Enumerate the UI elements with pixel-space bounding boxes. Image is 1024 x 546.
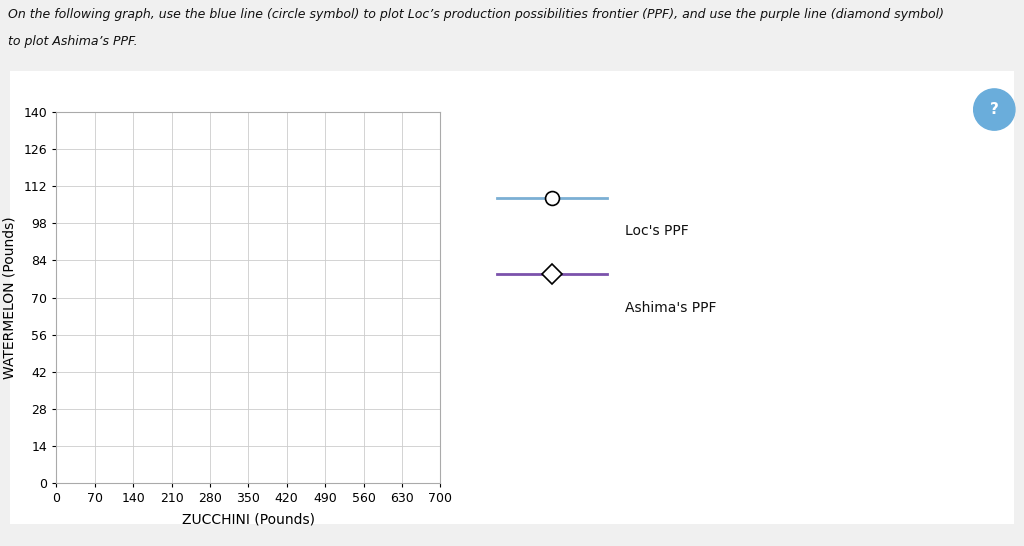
FancyBboxPatch shape	[2, 67, 1022, 528]
Text: ?: ?	[990, 102, 998, 117]
Y-axis label: WATERMELON (Pounds): WATERMELON (Pounds)	[3, 216, 16, 379]
X-axis label: ZUCCHINI (Pounds): ZUCCHINI (Pounds)	[182, 512, 314, 526]
Text: Ashima's PPF: Ashima's PPF	[625, 301, 716, 315]
Text: Loc's PPF: Loc's PPF	[625, 224, 688, 239]
Text: to plot Ashima’s PPF.: to plot Ashima’s PPF.	[8, 35, 138, 49]
Text: On the following graph, use the blue line (circle symbol) to plot Loc’s producti: On the following graph, use the blue lin…	[8, 8, 944, 21]
Circle shape	[974, 89, 1015, 130]
